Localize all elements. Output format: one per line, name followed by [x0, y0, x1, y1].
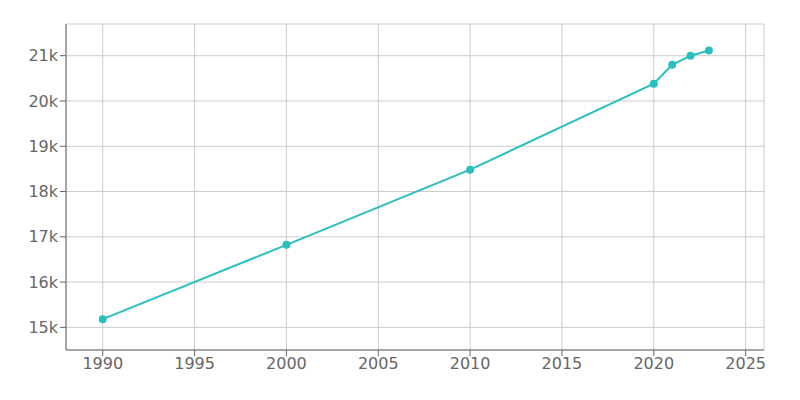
svg-text:2015: 2015 [542, 354, 583, 373]
svg-text:2010: 2010 [450, 354, 491, 373]
svg-text:20k: 20k [28, 92, 58, 111]
svg-text:21k: 21k [28, 46, 58, 65]
svg-text:2020: 2020 [633, 354, 674, 373]
svg-text:19k: 19k [28, 137, 58, 156]
svg-text:1990: 1990 [82, 354, 123, 373]
svg-text:2000: 2000 [266, 354, 307, 373]
svg-text:1995: 1995 [174, 354, 215, 373]
svg-text:17k: 17k [28, 227, 58, 246]
svg-text:2005: 2005 [358, 354, 399, 373]
svg-text:16k: 16k [28, 273, 58, 292]
svg-text:15k: 15k [28, 318, 58, 337]
svg-text:2025: 2025 [725, 354, 766, 373]
svg-text:18k: 18k [28, 182, 58, 201]
